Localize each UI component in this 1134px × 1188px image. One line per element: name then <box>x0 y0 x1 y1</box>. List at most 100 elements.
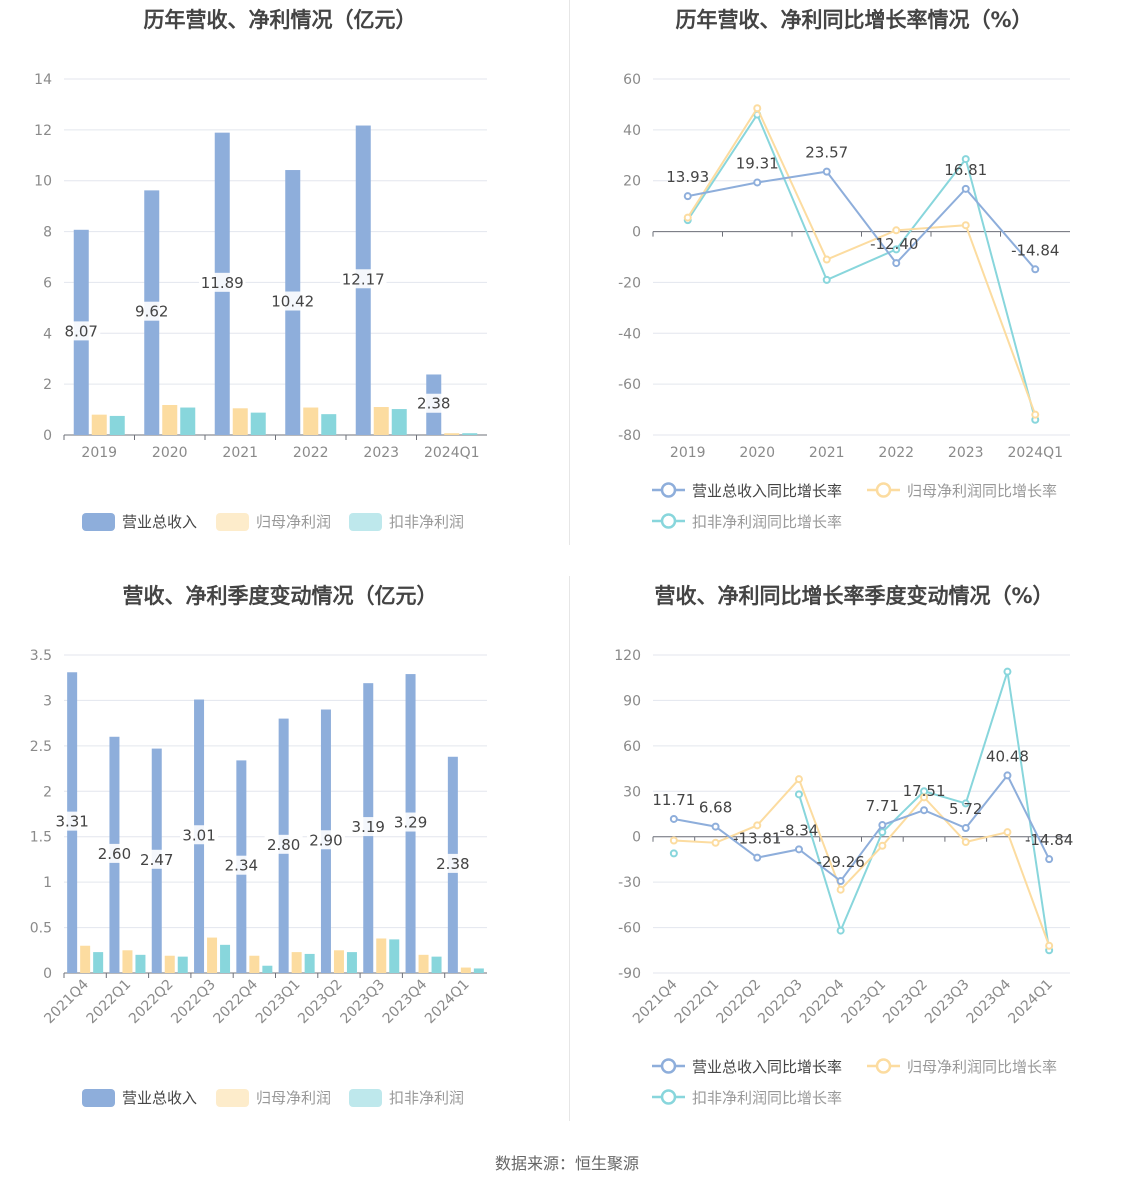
data-point <box>822 255 831 264</box>
legend-swatch <box>82 513 115 531</box>
y-tick-label: -60 <box>618 921 641 937</box>
bar-deducted-profit <box>462 433 478 435</box>
data-label-bg <box>269 291 316 311</box>
legend-swatch <box>349 1089 382 1107</box>
series-line-revenue-growth <box>673 773 1051 883</box>
y-tick-label: 60 <box>623 72 641 88</box>
x-tick-label: 2023Q2 <box>295 977 346 1028</box>
x-tick-label: 2022Q4 <box>211 976 262 1027</box>
bar-net-profit <box>333 950 344 973</box>
data-label: 3.19 <box>352 818 385 836</box>
x-tick-label: 2023Q1 <box>839 977 890 1028</box>
y-tick-label: 1.5 <box>30 830 52 846</box>
data-point <box>961 155 970 164</box>
data-label-bg <box>53 811 92 831</box>
bar-deducted-profit <box>304 953 315 973</box>
x-tick-label: 2022Q2 <box>713 977 764 1028</box>
chart-title: 营收、净利同比增长率季度变动情况（%） <box>654 584 1054 608</box>
x-tick-label: 2019 <box>670 445 706 461</box>
y-tick-label: -20 <box>618 275 641 291</box>
legend-label: 营业总收入 <box>122 513 197 531</box>
data-point <box>878 821 887 830</box>
x-tick-label: 2023Q3 <box>337 977 388 1028</box>
chart-title: 历年营收、净利同比增长率情况（%） <box>675 8 1033 32</box>
data-label: 11.71 <box>652 791 695 809</box>
data-label: 7.71 <box>866 797 899 815</box>
data-point <box>920 806 929 815</box>
quarterly-growth-panel: 营收、净利同比增长率季度变动情况（%） -90 -60 -30 0 30 60 90 120 2… <box>574 576 1134 1126</box>
data-label: 23.57 <box>805 144 848 162</box>
data-label: 40.48 <box>986 747 1029 765</box>
y-tick-label: 120 <box>614 648 641 664</box>
data-point <box>892 259 901 268</box>
data-label: 6.68 <box>699 799 732 817</box>
data-label-bg <box>222 855 261 875</box>
x-tick-label: 2021 <box>809 445 845 461</box>
bar-net-profit <box>80 945 91 973</box>
y-tick-label: -30 <box>618 875 641 891</box>
y-tick-label: 30 <box>623 784 641 800</box>
y-tick-label: 14 <box>34 72 52 88</box>
y-tick-label: 2 <box>43 377 52 393</box>
data-label: -14.84 <box>1011 241 1059 259</box>
x-tick-label: 2021Q4 <box>630 976 681 1027</box>
data-label: 2.34 <box>225 857 258 875</box>
x-tick-label: 2023Q2 <box>880 977 931 1028</box>
bar-deducted-profit <box>391 409 407 435</box>
data-label: 8.07 <box>65 322 98 340</box>
bar-net-profit <box>249 955 260 973</box>
x-tick-label: 2022Q3 <box>755 977 806 1028</box>
legend-marker <box>660 513 677 529</box>
data-point <box>669 814 678 823</box>
data-point <box>920 793 929 802</box>
legend-label: 营业总收入同比增长率 <box>692 1058 842 1076</box>
bar-deducted-profit <box>177 956 188 973</box>
legend-marker <box>875 482 892 498</box>
data-label: 2.38 <box>436 855 469 873</box>
bar-net-profit <box>291 952 302 973</box>
data-point <box>822 275 831 284</box>
data-label: 2.38 <box>417 395 450 413</box>
data-point <box>961 184 970 193</box>
y-tick-label: 1 <box>43 875 52 891</box>
data-point <box>753 104 762 113</box>
quarterly-revenue-profit-panel: 营收、净利季度变动情况（亿元） 0 0.5 1 1.5 2 2.5 3 3.5 2021Q4 20… <box>0 576 560 1126</box>
data-point <box>794 775 803 784</box>
x-tick-label: 2023 <box>948 445 984 461</box>
data-label: -8.34 <box>780 821 819 839</box>
quarterly-growth-chart: -90-60-3003060901202021Q42022Q12022Q2202… <box>614 648 1073 1107</box>
y-tick-label: 90 <box>623 693 641 709</box>
data-label: 13.93 <box>666 168 709 186</box>
y-tick-label: 3.5 <box>30 648 52 664</box>
bar-net-profit <box>122 950 133 973</box>
panel-divider <box>569 0 570 545</box>
data-label: 9.62 <box>135 303 168 321</box>
panel-divider <box>569 576 570 1121</box>
data-label-bg <box>132 301 171 321</box>
bar-net-profit <box>303 407 319 435</box>
x-tick-label: 2022 <box>878 445 914 461</box>
data-point <box>1003 771 1012 780</box>
x-tick-label: 2022 <box>293 445 329 461</box>
data-label: 12.17 <box>342 270 385 288</box>
bar-deducted-profit <box>250 412 266 435</box>
x-tick-label: 2020 <box>739 445 775 461</box>
legend-label: 营业总收入同比增长率 <box>692 482 842 500</box>
x-tick-label: 2023Q4 <box>380 976 431 1027</box>
data-point <box>669 836 678 845</box>
data-label: 2.47 <box>140 851 173 869</box>
data-label-bg <box>137 849 176 869</box>
data-label: 19.31 <box>736 154 779 172</box>
data-point <box>961 221 970 230</box>
y-tick-label: 2.5 <box>30 739 52 755</box>
bar-deducted-profit <box>220 944 231 973</box>
data-label: 11.89 <box>201 274 244 292</box>
series-line-net-profit-growth <box>673 777 1051 947</box>
x-tick-label: 2021Q4 <box>41 976 92 1027</box>
bar-net-profit <box>444 433 460 435</box>
legend-swatch <box>216 513 249 531</box>
y-tick-label: 60 <box>623 739 641 755</box>
data-label: 2.80 <box>267 836 300 854</box>
bar-net-profit <box>164 955 175 973</box>
data-label: 10.42 <box>271 293 314 311</box>
